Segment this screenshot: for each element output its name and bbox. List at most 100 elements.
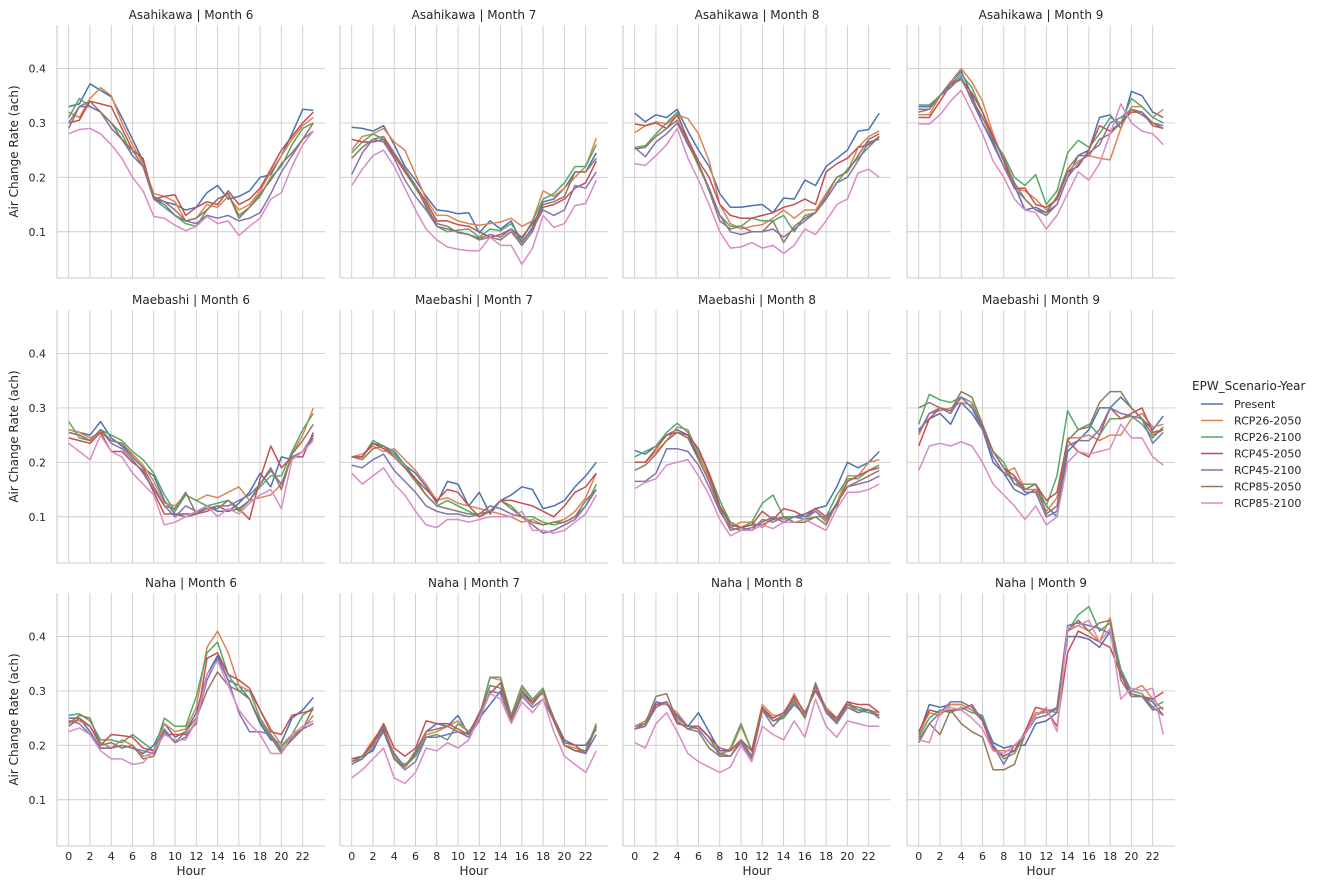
legend-entry: RCP26-2100 <box>1234 431 1301 444</box>
x-tick-label: 8 <box>716 850 723 863</box>
x-tick-label: 0 <box>631 850 638 863</box>
x-tick-label: 20 <box>557 850 571 863</box>
facet-panel: Maebashi | Month 9 <box>906 293 1175 564</box>
facet-panel: Naha | Month 7 0 2 4 6 8 10 12 14 16 18 20 22 Hour <box>339 576 608 878</box>
series-line-rcp26-2100 <box>634 111 880 233</box>
legend-title: EPW_Scenario-Year <box>1192 379 1305 393</box>
x-tick-label: 0 <box>348 850 355 863</box>
series-line-rcp26-2050 <box>351 445 597 526</box>
y-tick-label: 0.3 <box>29 402 47 415</box>
series-line-rcp85-2050 <box>918 390 1164 515</box>
x-tick-label: 6 <box>412 850 419 863</box>
y-tick-label: 0.3 <box>29 117 47 130</box>
x-tick-label: 4 <box>391 850 398 863</box>
x-tick-label: 10 <box>451 850 465 863</box>
series-line-rcp85-2100 <box>351 467 597 534</box>
y-tick-label: 0.2 <box>29 739 47 752</box>
x-tick-label: 4 <box>674 850 681 863</box>
series-line-rcp45-2100 <box>918 75 1164 217</box>
y-tick-label: 0.1 <box>29 511 47 524</box>
x-axis-label: Hour <box>177 864 206 878</box>
x-tick-label: 2 <box>936 850 943 863</box>
x-tick-label: 10 <box>734 850 748 863</box>
x-tick-label: 0 <box>65 850 72 863</box>
series-line-rcp85-2100 <box>634 698 880 774</box>
series-line-rcp26-2100 <box>68 412 314 513</box>
x-axis-label: Hour <box>460 864 489 878</box>
x-tick-label: 2 <box>86 850 93 863</box>
panel-title: Naha | Month 9 <box>995 576 1087 590</box>
x-tick-label: 0 <box>915 850 922 863</box>
series-line-rcp45-2100 <box>68 105 314 225</box>
panel-title: Naha | Month 8 <box>711 576 803 590</box>
series-line-rcp85-2050 <box>918 78 1164 214</box>
series-line-rcp85-2050 <box>634 119 880 244</box>
series-line-present <box>68 83 314 211</box>
series-line-rcp26-2100 <box>68 641 314 752</box>
x-tick-label: 16 <box>515 850 529 863</box>
y-tick-label: 0.4 <box>29 631 47 644</box>
legend-entry: RCP26-2050 <box>1234 415 1301 428</box>
series-line-rcp85-2100 <box>351 692 597 785</box>
panel-title: Naha | Month 7 <box>428 576 520 590</box>
facet-panel: Asahikawa | Month 6 0.1 0.2 0.3 0.4 Air Chang… <box>7 8 325 279</box>
y-tick-label: 0.2 <box>29 456 47 469</box>
y-axis-label: Air Change Rate (ach) <box>7 653 21 785</box>
x-tick-label: 4 <box>108 850 115 863</box>
series-line-present <box>351 442 597 515</box>
x-tick-label: 16 <box>1082 850 1096 863</box>
x-tick-label: 18 <box>536 850 550 863</box>
x-tick-label: 18 <box>1103 850 1117 863</box>
x-tick-label: 14 <box>777 850 791 863</box>
panel-title: Maebashi | Month 7 <box>415 293 533 307</box>
series-line-rcp26-2050 <box>634 114 880 230</box>
series-line-rcp85-2100 <box>634 458 880 537</box>
series-line-rcp45-2050 <box>918 396 1164 502</box>
series-line-present <box>634 108 880 214</box>
x-tick-label: 18 <box>819 850 833 863</box>
y-axis-label: Air Change Rate (ach) <box>7 85 21 217</box>
panel-title: Asahikawa | Month 6 <box>129 8 254 22</box>
legend-entry: RCP85-2050 <box>1234 481 1301 494</box>
facet-panel: Maebashi | Month 7 <box>339 293 608 564</box>
x-tick-label: 12 <box>1039 850 1053 863</box>
x-tick-label: 6 <box>129 850 136 863</box>
x-tick-label: 22 <box>296 850 310 863</box>
y-tick-label: 0.1 <box>29 794 47 807</box>
series-line-rcp45-2050 <box>68 652 314 752</box>
x-tick-label: 16 <box>232 850 246 863</box>
x-tick-label: 4 <box>958 850 965 863</box>
panel-title: Maebashi | Month 6 <box>132 293 250 307</box>
series-line-present <box>68 420 314 518</box>
series-line-rcp45-2050 <box>351 442 597 518</box>
series-line-rcp85-2050 <box>68 671 314 760</box>
series-line-rcp85-2050 <box>634 431 880 532</box>
panel-title: Maebashi | Month 8 <box>698 293 816 307</box>
x-axis-label: Hour <box>1027 864 1056 878</box>
x-tick-label: 22 <box>579 850 593 863</box>
x-tick-label: 22 <box>862 850 876 863</box>
x-tick-label: 2 <box>652 850 659 863</box>
facet-panel: Maebashi | Month 6 0.1 0.2 0.3 0.4 Air Change… <box>7 293 325 564</box>
series-line-rcp85-2050 <box>351 445 597 526</box>
series-line-rcp45-2050 <box>634 114 880 219</box>
y-tick-label: 0.4 <box>29 348 47 361</box>
series-line-present <box>351 124 597 244</box>
x-tick-label: 16 <box>798 850 812 863</box>
series-line-rcp85-2050 <box>634 682 880 757</box>
facet-panel: Asahikawa | Month 8 <box>622 8 891 279</box>
x-tick-label: 12 <box>189 850 203 863</box>
x-tick-label: 14 <box>211 850 225 863</box>
series-line-rcp45-2100 <box>918 396 1164 518</box>
facet-panel: Maebashi | Month 8 <box>622 293 891 564</box>
series-line-rcp85-2100 <box>351 149 597 266</box>
x-tick-label: 12 <box>755 850 769 863</box>
legend-entry: RCP45-2100 <box>1234 464 1301 477</box>
series-line-rcp85-2100 <box>68 127 314 237</box>
x-tick-label: 14 <box>494 850 508 863</box>
x-tick-label: 2 <box>369 850 376 863</box>
x-axis-label: Hour <box>743 864 772 878</box>
series-line-rcp26-2050 <box>68 630 314 757</box>
series-line-present <box>918 70 1164 214</box>
facet-panel: Asahikawa | Month 7 <box>339 8 608 279</box>
